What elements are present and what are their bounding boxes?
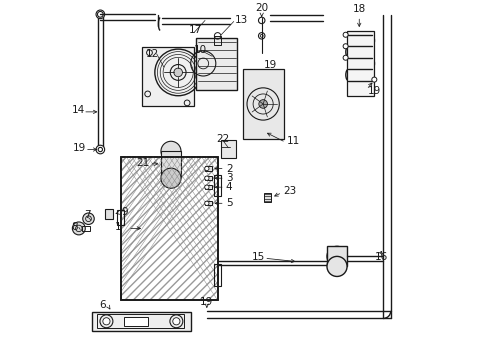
- Bar: [117, 211, 124, 225]
- Text: 2: 2: [225, 163, 232, 174]
- Bar: [196, 39, 237, 90]
- Circle shape: [343, 32, 347, 37]
- Text: 1: 1: [115, 222, 121, 232]
- Circle shape: [204, 185, 208, 189]
- Text: 19: 19: [367, 86, 381, 96]
- Bar: [204, 176, 211, 180]
- Circle shape: [326, 246, 346, 266]
- Bar: [104, 210, 112, 220]
- Text: 7: 7: [83, 210, 90, 220]
- Circle shape: [204, 166, 208, 171]
- Circle shape: [102, 318, 110, 325]
- Bar: [214, 264, 221, 286]
- Circle shape: [96, 10, 104, 19]
- Circle shape: [258, 100, 267, 108]
- Bar: [242, 69, 284, 139]
- Bar: [142, 47, 194, 107]
- Text: 20: 20: [255, 3, 268, 16]
- Text: 6: 6: [99, 300, 106, 310]
- Bar: [204, 166, 211, 171]
- Text: 13: 13: [234, 15, 247, 26]
- Circle shape: [258, 33, 264, 39]
- Circle shape: [96, 145, 104, 154]
- Bar: [124, 317, 147, 325]
- Text: 18: 18: [352, 4, 365, 27]
- Circle shape: [82, 213, 94, 225]
- Text: 3: 3: [225, 173, 232, 183]
- Bar: [346, 31, 373, 96]
- Circle shape: [343, 55, 347, 60]
- Text: 11: 11: [286, 136, 300, 145]
- Circle shape: [371, 77, 376, 82]
- Bar: [82, 226, 89, 231]
- Text: 16: 16: [373, 252, 387, 262]
- Bar: [264, 193, 271, 202]
- Circle shape: [258, 17, 264, 24]
- Bar: [204, 201, 211, 206]
- Circle shape: [161, 168, 181, 188]
- Circle shape: [204, 176, 208, 180]
- Text: 4: 4: [225, 182, 232, 192]
- Text: 10: 10: [194, 45, 207, 55]
- Circle shape: [172, 318, 180, 325]
- Bar: [221, 140, 235, 158]
- Text: 8: 8: [72, 222, 78, 231]
- Text: 12: 12: [145, 49, 159, 59]
- Circle shape: [72, 222, 85, 235]
- Text: 22: 22: [215, 134, 228, 144]
- Circle shape: [326, 256, 346, 276]
- Bar: [121, 157, 217, 300]
- Text: 21: 21: [136, 158, 149, 168]
- Bar: [214, 175, 221, 196]
- Text: 17: 17: [188, 25, 202, 35]
- Text: 19: 19: [199, 297, 212, 307]
- Text: 9: 9: [122, 207, 128, 217]
- Circle shape: [161, 141, 181, 161]
- Text: 23: 23: [283, 186, 296, 196]
- Bar: [326, 246, 346, 266]
- Text: 19: 19: [264, 59, 277, 69]
- Circle shape: [174, 68, 182, 77]
- Bar: [214, 36, 221, 45]
- Circle shape: [343, 44, 347, 49]
- Text: 5: 5: [225, 198, 232, 208]
- Bar: [204, 185, 211, 189]
- Text: 19: 19: [73, 143, 86, 153]
- Text: 14: 14: [72, 105, 85, 115]
- Circle shape: [204, 201, 208, 206]
- Bar: [161, 151, 181, 178]
- Bar: [92, 312, 190, 330]
- Bar: [121, 157, 217, 300]
- Text: 15: 15: [251, 252, 264, 262]
- Bar: [97, 315, 183, 328]
